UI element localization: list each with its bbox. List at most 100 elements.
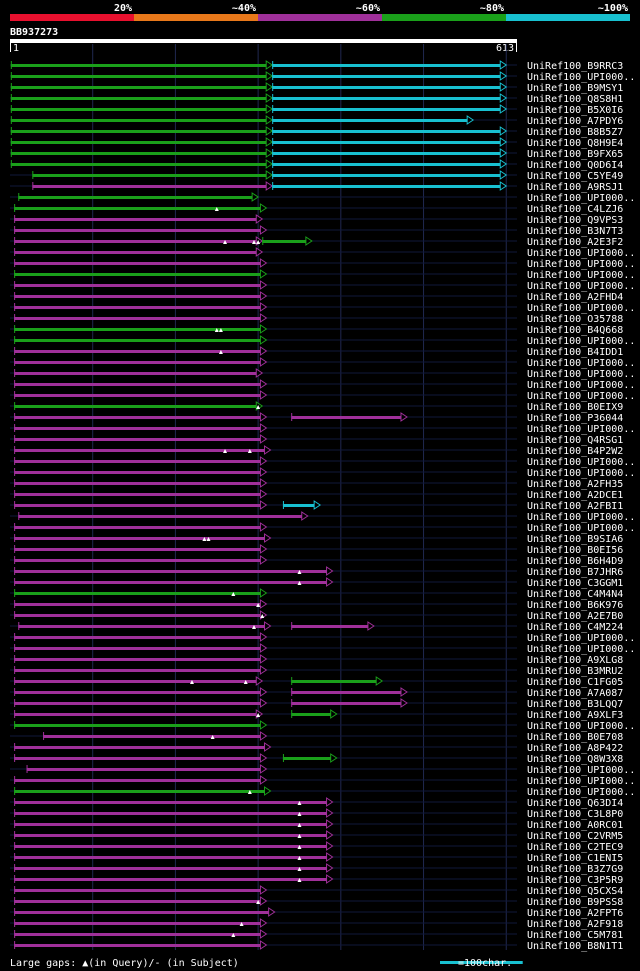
segment-arrow [265, 181, 274, 191]
hit-label: UniRef100_C3GGM1 [527, 578, 623, 589]
hit-segment [10, 97, 268, 100]
query-gap-marker [297, 856, 302, 860]
segment-arrow [259, 522, 268, 532]
hit-label: UniRef100_UPI000.. [527, 721, 635, 732]
segment-arrow [326, 863, 334, 873]
segment-arrow [259, 775, 268, 785]
hit-label: UniRef100_C4M4N4 [527, 589, 623, 600]
hit-segment [291, 416, 402, 419]
hit-segment [272, 174, 502, 177]
segment-arrow [259, 632, 268, 642]
segment-arrow [259, 313, 268, 323]
hit-segment [14, 878, 328, 881]
hit-segment [14, 691, 262, 694]
segment-arrow [259, 698, 268, 708]
hit-label: UniRef100_B7JHR6 [527, 567, 623, 578]
hit-label: UniRef100_O35788 [527, 314, 623, 325]
segment-arrow [251, 192, 260, 202]
query-gap-marker [256, 240, 261, 244]
segment-arrow [259, 599, 268, 609]
hit-segment [14, 911, 270, 914]
segment-arrow [259, 764, 268, 774]
hit-segment [14, 592, 262, 595]
hit-label: UniRef100_C2TEC9 [527, 842, 623, 853]
hit-label: UniRef100_UPI000.. [527, 193, 635, 204]
hit-segment [262, 240, 307, 243]
hit-segment [14, 493, 262, 496]
hit-label: UniRef100_UPI000.. [527, 391, 635, 402]
hit-segment [291, 713, 332, 716]
segment-arrow [326, 874, 334, 884]
hit-segment [14, 416, 262, 419]
query-gap-marker [223, 240, 228, 244]
segment-arrow [466, 115, 475, 125]
segment-arrow [265, 159, 274, 169]
query-gap-marker [231, 933, 236, 937]
hit-label: UniRef100_B3N7T3 [527, 226, 623, 237]
hit-label: UniRef100_UPI000.. [527, 380, 635, 391]
segment-arrow [259, 324, 268, 334]
segment-arrow [326, 808, 334, 818]
hit-label: UniRef100_C1FG05 [527, 677, 623, 688]
hit-label: UniRef100_A2FBI1 [527, 501, 623, 512]
legend-label: 20% [114, 3, 132, 14]
hit-segment [14, 427, 262, 430]
hit-segment [14, 680, 258, 683]
legend-label: ~40% [232, 3, 256, 14]
hit-label: UniRef100_B9FX65 [527, 149, 623, 160]
hit-label: UniRef100_A2FHD4 [527, 292, 623, 303]
hit-segment [14, 207, 262, 210]
hit-label: UniRef100_UPI000.. [527, 765, 635, 776]
hit-segment [14, 350, 262, 353]
hit-segment [14, 669, 262, 672]
segment-arrow [265, 104, 274, 114]
hit-segment [10, 64, 268, 67]
hit-segment [14, 394, 262, 397]
hit-segment [10, 75, 268, 78]
hit-segment [14, 295, 262, 298]
segment-arrow [305, 236, 313, 246]
query-gap-marker [218, 350, 223, 354]
hit-label: UniRef100_B8N1T1 [527, 941, 623, 952]
hit-label: UniRef100_UPI000.. [527, 457, 635, 468]
hit-label: UniRef100_B6K976 [527, 600, 623, 611]
hit-label: UniRef100_A7A087 [527, 688, 623, 699]
segment-arrow [259, 940, 268, 950]
hit-label: UniRef100_UPI000.. [527, 248, 635, 259]
hit-segment [14, 581, 328, 584]
hit-segment [272, 75, 502, 78]
hit-label: UniRef100_B5X0I6 [527, 105, 623, 116]
hit-label: UniRef100_B9PSS8 [527, 897, 623, 908]
hit-segment [14, 317, 262, 320]
hit-segment [272, 86, 502, 89]
hit-label: UniRef100_Q5CXS4 [527, 886, 623, 897]
hit-label: UniRef100_C5M781 [527, 930, 623, 941]
hit-segment [272, 152, 502, 155]
hit-segment [14, 845, 328, 848]
segment-arrow [375, 676, 384, 686]
hit-segment [32, 174, 268, 177]
hit-label: UniRef100_A9XLF3 [527, 710, 623, 721]
query-gap-marker [256, 900, 261, 904]
hit-segment [14, 713, 258, 716]
query-gap-marker [210, 735, 215, 739]
segment-arrow [259, 478, 268, 488]
hit-segment [14, 867, 328, 870]
query-gap-marker [251, 240, 256, 244]
hit-segment [10, 86, 268, 89]
legend-label: ~80% [480, 3, 504, 14]
hit-segment [14, 724, 262, 727]
hit-label: UniRef100_Q63DI4 [527, 798, 623, 809]
segment-arrow [400, 698, 408, 708]
hit-segment [14, 790, 266, 793]
segment-arrow [400, 687, 408, 697]
hit-label: UniRef100_UPI000.. [527, 369, 635, 380]
segment-arrow [499, 82, 508, 92]
query-gap-marker [214, 207, 219, 211]
hit-label: UniRef100_B0EIX9 [527, 402, 623, 413]
hit-segment [272, 163, 502, 166]
hit-label: UniRef100_C4M224 [527, 622, 623, 633]
segment-arrow [259, 500, 268, 510]
segment-arrow [259, 588, 268, 598]
hit-segment [14, 548, 262, 551]
